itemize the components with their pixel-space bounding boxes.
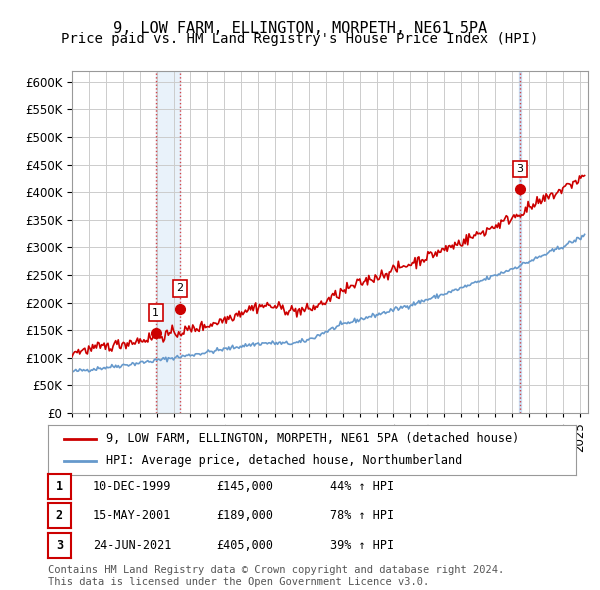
Text: 9, LOW FARM, ELLINGTON, MORPETH, NE61 5PA (detached house): 9, LOW FARM, ELLINGTON, MORPETH, NE61 5P… (106, 432, 520, 445)
Text: £189,000: £189,000 (216, 509, 273, 522)
Text: 1: 1 (56, 480, 63, 493)
Text: £145,000: £145,000 (216, 480, 273, 493)
Text: 3: 3 (56, 539, 63, 552)
Bar (519, 71, 521, 413)
Text: 78% ↑ HPI: 78% ↑ HPI (330, 509, 394, 522)
Text: 1: 1 (152, 307, 159, 317)
Text: 24-JUN-2021: 24-JUN-2021 (93, 539, 172, 552)
Bar (156, 71, 180, 413)
Text: 3: 3 (517, 164, 523, 174)
Text: Contains HM Land Registry data © Crown copyright and database right 2024.
This d: Contains HM Land Registry data © Crown c… (48, 565, 504, 587)
Text: HPI: Average price, detached house, Northumberland: HPI: Average price, detached house, Nort… (106, 454, 463, 467)
Text: 9, LOW FARM, ELLINGTON, MORPETH, NE61 5PA: 9, LOW FARM, ELLINGTON, MORPETH, NE61 5P… (113, 21, 487, 35)
Text: 2: 2 (176, 283, 184, 293)
Text: Price paid vs. HM Land Registry's House Price Index (HPI): Price paid vs. HM Land Registry's House … (61, 32, 539, 47)
Text: 2: 2 (56, 509, 63, 522)
Text: 39% ↑ HPI: 39% ↑ HPI (330, 539, 394, 552)
Text: £405,000: £405,000 (216, 539, 273, 552)
Text: 10-DEC-1999: 10-DEC-1999 (93, 480, 172, 493)
Text: 44% ↑ HPI: 44% ↑ HPI (330, 480, 394, 493)
Text: 15-MAY-2001: 15-MAY-2001 (93, 509, 172, 522)
